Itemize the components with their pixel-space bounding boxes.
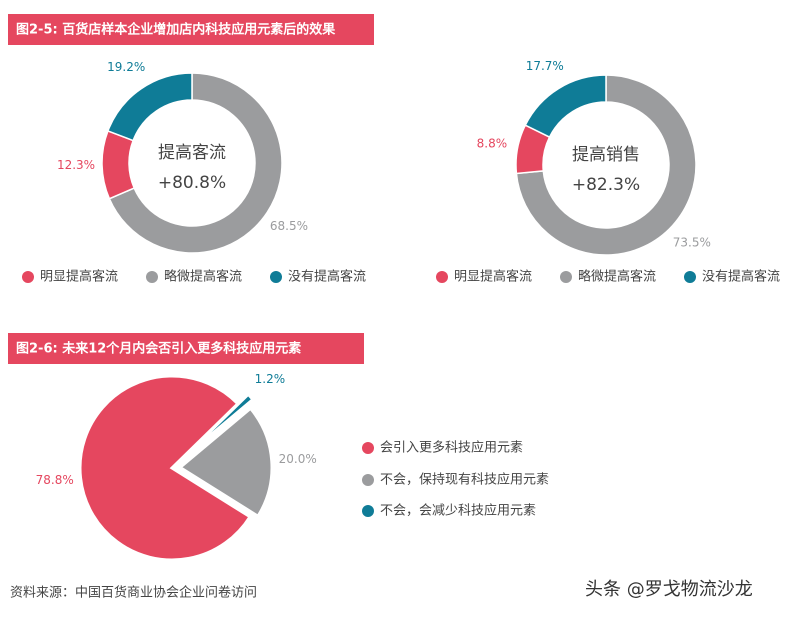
- pie-slice: [78, 374, 253, 562]
- legend-swatch: [146, 271, 158, 283]
- center-value: +82.3%: [572, 175, 640, 195]
- legend-label: 不会，会减少科技应用元素: [380, 503, 536, 519]
- center-value: +80.8%: [158, 173, 226, 193]
- legend-swatch: [22, 271, 34, 283]
- legend-swatch: [684, 271, 696, 283]
- legend-label: 略微提高客流: [164, 269, 242, 285]
- legend-label: 会引入更多科技应用元素: [380, 440, 523, 456]
- source-note: 资料来源：中国百货商业协会企业问卷访问: [10, 585, 257, 601]
- header-bar: [8, 333, 364, 364]
- center-label: 提高销售: [572, 145, 640, 165]
- value-label: 19.2%: [107, 60, 145, 74]
- legend-swatch: [362, 442, 374, 454]
- donut-segment: [101, 129, 136, 200]
- donut-segment: [515, 74, 697, 256]
- value-label: 17.7%: [526, 59, 564, 73]
- value-label: 1.2%: [255, 372, 286, 386]
- value-label: 12.3%: [57, 158, 95, 172]
- value-label: 78.8%: [36, 473, 74, 487]
- legend-label: 没有提高客流: [702, 269, 780, 285]
- legend-label: 没有提高客流: [288, 269, 366, 285]
- legend-label: 明显提高客流: [40, 269, 118, 285]
- figure-title: 图2-5: 百货店样本企业增加店内科技应用元素后的效果: [16, 22, 335, 38]
- figure-title: 图2-6: 未来12个月内会否引入更多科技应用元素: [16, 341, 301, 357]
- donut-segment: [524, 74, 607, 139]
- donut-segment: [106, 72, 193, 142]
- header-bar: [8, 14, 374, 45]
- legend-swatch: [436, 271, 448, 283]
- value-label: 73.5%: [673, 236, 711, 250]
- watermark: 头条 @罗戈物流沙龙: [585, 579, 753, 600]
- legend-swatch: [270, 271, 282, 283]
- legend-swatch: [560, 271, 572, 283]
- legend-label: 不会，保持现有科技应用元素: [380, 472, 549, 488]
- legend-label: 略微提高客流: [578, 269, 656, 285]
- value-label: 68.5%: [270, 219, 308, 233]
- legend-label: 明显提高客流: [454, 269, 532, 285]
- value-label: 8.8%: [477, 136, 508, 150]
- center-label: 提高客流: [158, 143, 226, 163]
- value-label: 20.0%: [279, 452, 317, 466]
- legend-swatch: [362, 505, 374, 517]
- pie-slice: [177, 406, 274, 519]
- legend-swatch: [362, 474, 374, 486]
- donut-segment: [108, 72, 283, 254]
